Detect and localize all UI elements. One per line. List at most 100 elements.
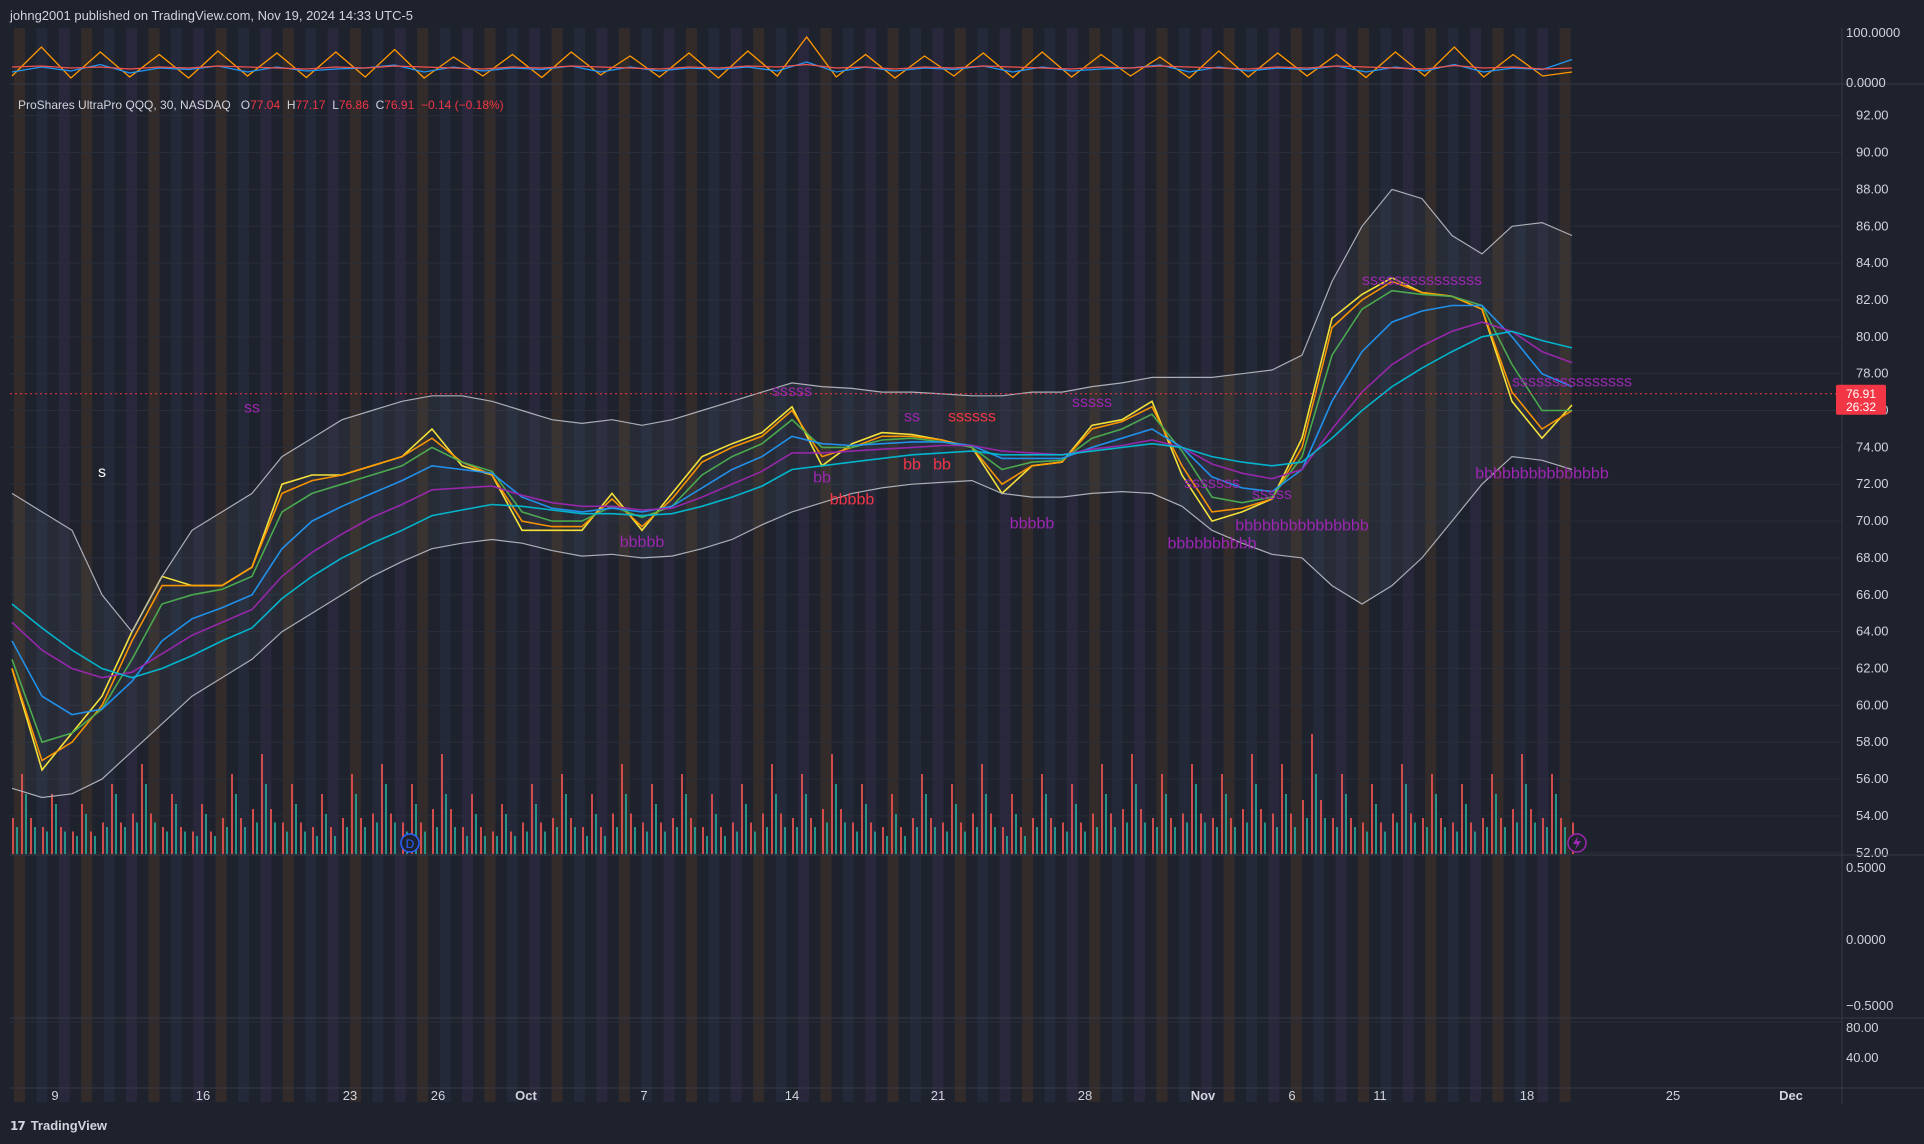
volume-bar xyxy=(1461,784,1463,854)
legend-high-value: 77.17 xyxy=(295,98,326,112)
volume-bar xyxy=(646,831,648,854)
volume-bar xyxy=(304,831,306,854)
volume-bar xyxy=(1096,827,1098,854)
volume-bar xyxy=(1366,831,1368,854)
volume-bar xyxy=(321,794,323,854)
volume-bar xyxy=(1200,813,1202,854)
signal-label: sssss xyxy=(772,383,812,400)
volume-bar xyxy=(55,804,57,854)
volume-bar xyxy=(265,784,267,854)
volume-bar xyxy=(1380,822,1382,854)
volume-bar xyxy=(685,794,687,854)
session-stripe xyxy=(999,28,1011,1102)
volume-bar xyxy=(805,794,807,854)
volume-bar xyxy=(1521,754,1523,854)
volume-bar xyxy=(780,813,782,854)
volume-bar xyxy=(1066,831,1068,854)
legend-symbol[interactable]: ProShares UltraPro QQQ, 30, NASDAQ xyxy=(18,98,231,112)
volume-bar xyxy=(535,804,537,854)
volume-bar xyxy=(711,794,713,854)
signal-label: bb xyxy=(933,456,951,473)
volume-bar xyxy=(1285,794,1287,854)
session-stripe xyxy=(14,28,25,1102)
volume-bar xyxy=(900,827,902,854)
volume-bar xyxy=(1435,794,1437,854)
volume-bar xyxy=(120,822,122,854)
volume-bar xyxy=(1195,784,1197,854)
volume-bar xyxy=(741,784,743,854)
dividend-d-icon: D xyxy=(400,833,420,853)
lower-y-tick: 80.00 xyxy=(1846,1020,1879,1035)
volume-bar xyxy=(1315,774,1317,854)
volume-bar xyxy=(496,836,498,854)
volume-bar xyxy=(1080,822,1082,854)
session-stripe xyxy=(1178,28,1190,1102)
session-stripe xyxy=(417,28,429,1102)
volume-bar xyxy=(145,784,147,854)
volume-bar xyxy=(955,804,957,854)
volume-bar xyxy=(810,818,812,854)
signal-label: sssssss xyxy=(1184,475,1240,492)
volume-bar xyxy=(664,831,666,854)
volume-bar xyxy=(300,822,302,854)
tradingview-logo[interactable]: 17 TradingView xyxy=(10,1118,107,1133)
volume-bar xyxy=(1491,774,1493,854)
volume-bar xyxy=(690,818,692,854)
volume-bar xyxy=(1405,784,1407,854)
volume-bar xyxy=(994,827,996,854)
bollinger-fill xyxy=(12,189,1572,798)
volume-bar xyxy=(210,831,212,854)
volume-bar xyxy=(501,804,503,854)
volume-bar xyxy=(385,784,387,854)
session-stripe xyxy=(1156,28,1168,1102)
volume-bar xyxy=(844,822,846,854)
volume-bar xyxy=(1264,822,1266,854)
signal-label: sssssssssssssss xyxy=(1512,374,1632,391)
volume-bar xyxy=(445,794,447,854)
x-tick-label: 6 xyxy=(1288,1088,1295,1103)
session-stripe xyxy=(753,28,765,1102)
volume-bar xyxy=(1371,784,1373,854)
volume-bar xyxy=(261,754,263,854)
session-stripe xyxy=(1514,28,1526,1102)
volume-bar xyxy=(124,827,126,854)
volume-bar xyxy=(720,827,722,854)
volume-bar xyxy=(1092,813,1094,854)
volume-bar xyxy=(1101,764,1103,854)
volume-bar xyxy=(1006,836,1008,854)
volume-bar xyxy=(205,814,207,854)
volume-bar xyxy=(754,831,756,854)
volume-bar xyxy=(651,784,653,854)
x-tick-label: 9 xyxy=(51,1088,58,1103)
volume-bar xyxy=(1410,813,1412,854)
volume-bar xyxy=(411,784,413,854)
volume-bar xyxy=(775,794,777,854)
volume-bar xyxy=(1191,764,1193,854)
volume-bar xyxy=(1105,794,1107,854)
volume-bar xyxy=(85,814,87,854)
volume-bar xyxy=(424,831,426,854)
volume-bar xyxy=(1564,827,1566,854)
volume-bar xyxy=(1260,809,1262,854)
signal-label: s xyxy=(98,464,106,481)
volume-bar xyxy=(192,831,194,854)
volume-bar xyxy=(1281,764,1283,854)
price-series-line xyxy=(11,321,1573,679)
volume-bar xyxy=(642,822,644,854)
price-series-line xyxy=(11,188,1573,633)
session-stripe xyxy=(58,28,70,1102)
volume-bar xyxy=(1002,827,1004,854)
volume-bar xyxy=(702,827,704,854)
legend-low-label: L xyxy=(332,98,339,112)
session-stripe xyxy=(596,28,608,1102)
signal-label: bb xyxy=(813,469,831,486)
volume-bar xyxy=(316,836,318,854)
volume-bar xyxy=(484,836,486,854)
volume-bar xyxy=(364,827,366,854)
signal-label: bbbbb xyxy=(1010,515,1055,532)
session-stripe xyxy=(529,28,541,1102)
session-stripe xyxy=(506,28,518,1102)
volume-bar xyxy=(540,822,542,854)
session-stripe xyxy=(327,28,339,1102)
